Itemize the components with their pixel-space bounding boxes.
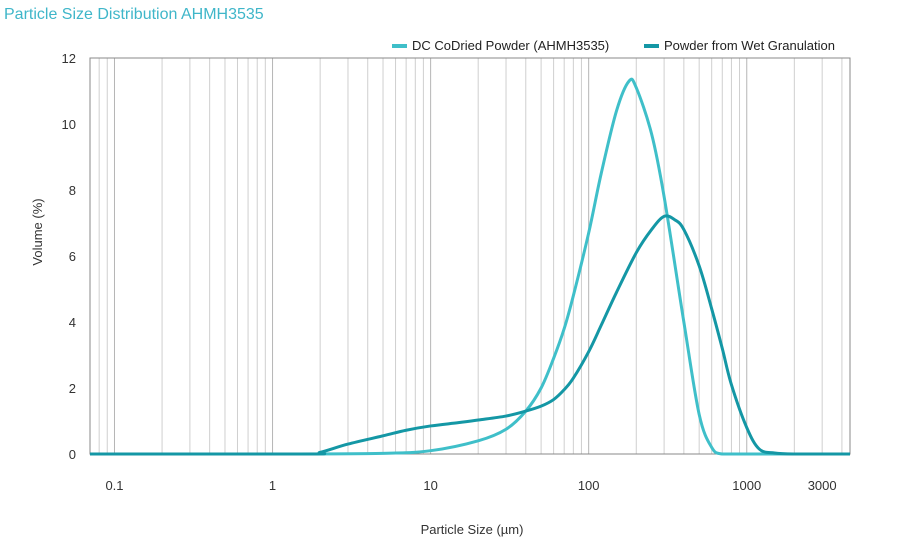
y-tick-label: 6 bbox=[69, 249, 76, 264]
x-tick-label: 1000 bbox=[732, 478, 761, 493]
x-tick-label: 100 bbox=[578, 478, 600, 493]
series-line-2 bbox=[89, 214, 850, 456]
chart-title: Particle Size Distribution AHMH3535 bbox=[4, 6, 264, 23]
legend-label: DC CoDried Powder (AHMH3535) bbox=[412, 38, 609, 53]
y-axis-ticks: 0 2 4 6 8 10 12 bbox=[62, 51, 76, 462]
x-tick-label: 10 bbox=[423, 478, 437, 493]
y-tick-label: 0 bbox=[69, 447, 76, 462]
y-tick-label: 4 bbox=[69, 315, 76, 330]
y-tick-label: 10 bbox=[62, 117, 76, 132]
x-tick-label: 1 bbox=[269, 478, 276, 493]
legend-label: Powder from Wet Granulation bbox=[664, 38, 835, 53]
x-tick-label: 3000 bbox=[808, 478, 837, 493]
series-lines bbox=[89, 77, 850, 456]
grid-lines bbox=[90, 57, 850, 454]
y-tick-label: 8 bbox=[69, 183, 76, 198]
plot-frame bbox=[89, 57, 851, 455]
y-axis-label: Volume (%) bbox=[30, 198, 45, 265]
series-line-1 bbox=[89, 77, 850, 456]
y-tick-label: 2 bbox=[69, 381, 76, 396]
y-tick-label: 12 bbox=[62, 51, 76, 66]
x-tick-label: 0.1 bbox=[105, 478, 123, 493]
x-axis-label: Particle Size (µm) bbox=[421, 522, 524, 537]
x-axis-ticks: 0.1 1 10 100 1000 3000 bbox=[105, 478, 836, 493]
legend: DC CoDried Powder (AHMH3535) Powder from … bbox=[392, 38, 835, 53]
